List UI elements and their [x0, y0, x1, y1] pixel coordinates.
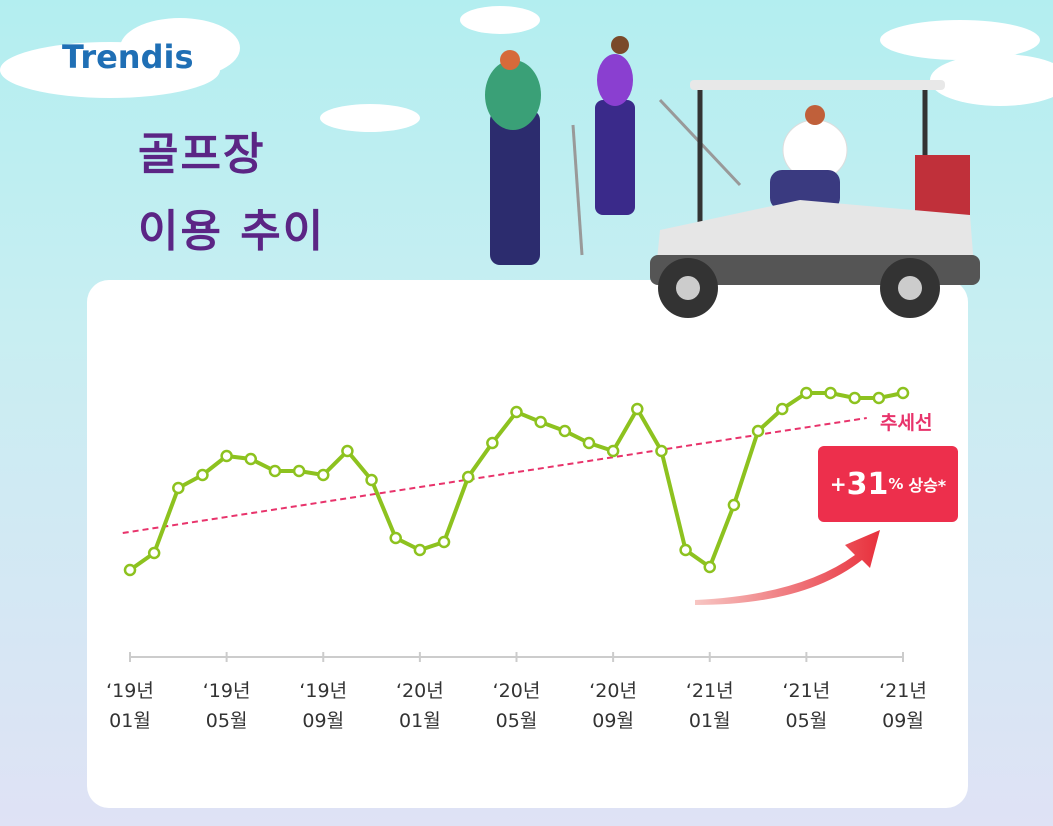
title: 이용 추이 — [138, 206, 326, 257]
data-point — [824, 386, 837, 400]
trend-label: 추세선 — [880, 412, 933, 434]
data-point — [317, 468, 330, 482]
logo: Trendis — [62, 38, 194, 76]
x-tick-label: ‘20년 09월 — [589, 680, 637, 732]
data-point — [389, 531, 402, 545]
data-point — [196, 468, 209, 482]
data-point — [727, 498, 741, 512]
data-point — [220, 449, 233, 463]
x-tick-label: ‘20년 05월 — [492, 680, 541, 732]
data-point — [292, 464, 306, 478]
data-point — [341, 444, 354, 458]
x-tick-label: ‘21년 05월 — [782, 680, 831, 732]
data-point — [461, 470, 475, 484]
data-point — [679, 543, 692, 557]
data-point — [582, 436, 596, 450]
data-point — [244, 452, 258, 466]
data-point — [848, 391, 861, 405]
data-point — [800, 386, 813, 400]
data-point — [775, 402, 789, 416]
x-tick-label: ‘21년 01월 — [685, 680, 734, 732]
x-tick-label: ‘21년 09월 — [879, 680, 927, 732]
data-point — [147, 546, 161, 560]
chart-card — [87, 280, 968, 808]
illustration — [485, 36, 980, 318]
data-point — [365, 473, 378, 487]
data-point — [896, 386, 910, 400]
badge-text: 상승* — [908, 476, 947, 495]
data-point — [558, 424, 572, 438]
clouds — [0, 6, 1053, 132]
badge-unit: % — [888, 475, 904, 493]
data-point — [534, 415, 547, 429]
data-point — [751, 424, 765, 438]
badge-sign: + — [829, 472, 847, 496]
x-tick-label: ‘19년 09월 — [299, 680, 348, 732]
data-point — [631, 402, 644, 416]
data-point — [606, 444, 620, 458]
badge-value: 31 — [846, 466, 889, 502]
arrow — [695, 530, 880, 605]
data-point — [268, 464, 282, 478]
data-point — [510, 405, 523, 419]
data-point — [872, 391, 886, 405]
title: 골프장 — [138, 129, 266, 180]
x-tick-label: ‘19년 01월 — [106, 680, 154, 732]
x-tick-label: ‘19년 05월 — [202, 680, 251, 732]
growth-badge: +31% 상승* — [818, 446, 958, 522]
data-point — [703, 560, 716, 574]
trend-line — [122, 417, 867, 534]
data-point — [655, 444, 668, 458]
data-point — [486, 436, 499, 450]
data-point — [437, 535, 451, 549]
data-point — [172, 481, 185, 495]
data-point — [123, 563, 137, 577]
data-point — [413, 543, 427, 557]
x-tick-label: ‘20년 01월 — [396, 680, 444, 732]
